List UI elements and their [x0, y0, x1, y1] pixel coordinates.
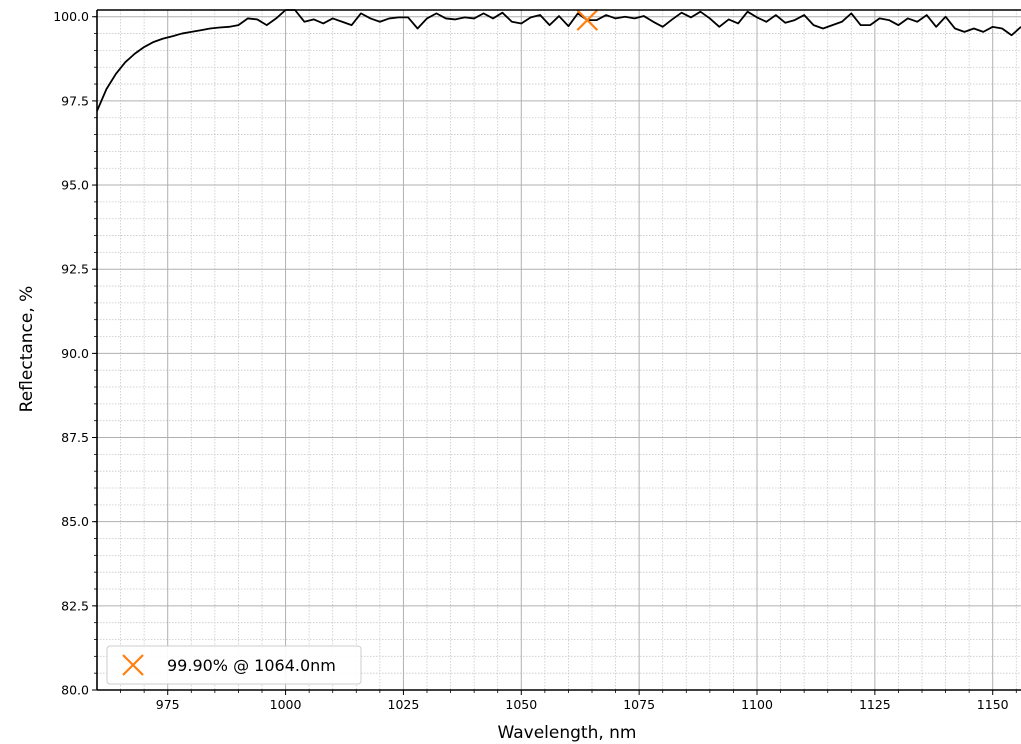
y-tick-label: 92.5 [61, 262, 89, 277]
y-tick-label: 85.0 [61, 514, 89, 529]
y-tick-label: 90.0 [61, 346, 89, 361]
ticks: 975 1000 1025 1050 1075 1100 1125 1150 80.0 82.5 8… [53, 9, 1017, 712]
legend-label: 99.90% @ 1064.0nm [167, 656, 336, 675]
x-tick-label: 1050 [505, 697, 537, 712]
data-marker-x-icon [576, 9, 599, 31]
x-tick-label: 1075 [623, 697, 655, 712]
y-tick-label: 100.0 [53, 9, 89, 24]
legend-marker-stroke [122, 654, 144, 676]
y-tick-label: 80.0 [61, 683, 89, 698]
x-tick-label: 975 [156, 697, 180, 712]
legend-marker-icon [122, 654, 144, 676]
y-tick-label: 87.5 [61, 430, 89, 445]
x-tick-label: 1025 [388, 697, 420, 712]
x-tick-label: 1125 [859, 697, 891, 712]
marker-layer [576, 9, 599, 31]
x-tick-label: 1000 [270, 697, 302, 712]
series-layer [96, 9, 1021, 112]
y-axis-label: Reflectance, % [17, 286, 37, 413]
major-grid [97, 10, 1021, 691]
x-tick-label: 1100 [741, 697, 773, 712]
y-tick-label: 82.5 [61, 598, 89, 613]
y-tick-label: 97.5 [61, 93, 89, 108]
legend-box [106, 645, 362, 685]
minor-grid [97, 10, 1021, 690]
legend: 99.90% @ 1064.0nm [106, 645, 362, 685]
x-axis-label: Wavelength, nm [498, 723, 637, 743]
y-tick-label: 95.0 [61, 178, 89, 193]
reflectance-series-line [96, 9, 1021, 112]
marker-stroke [576, 9, 599, 31]
x-tick-label: 1150 [977, 697, 1009, 712]
axes [96, 9, 1021, 691]
